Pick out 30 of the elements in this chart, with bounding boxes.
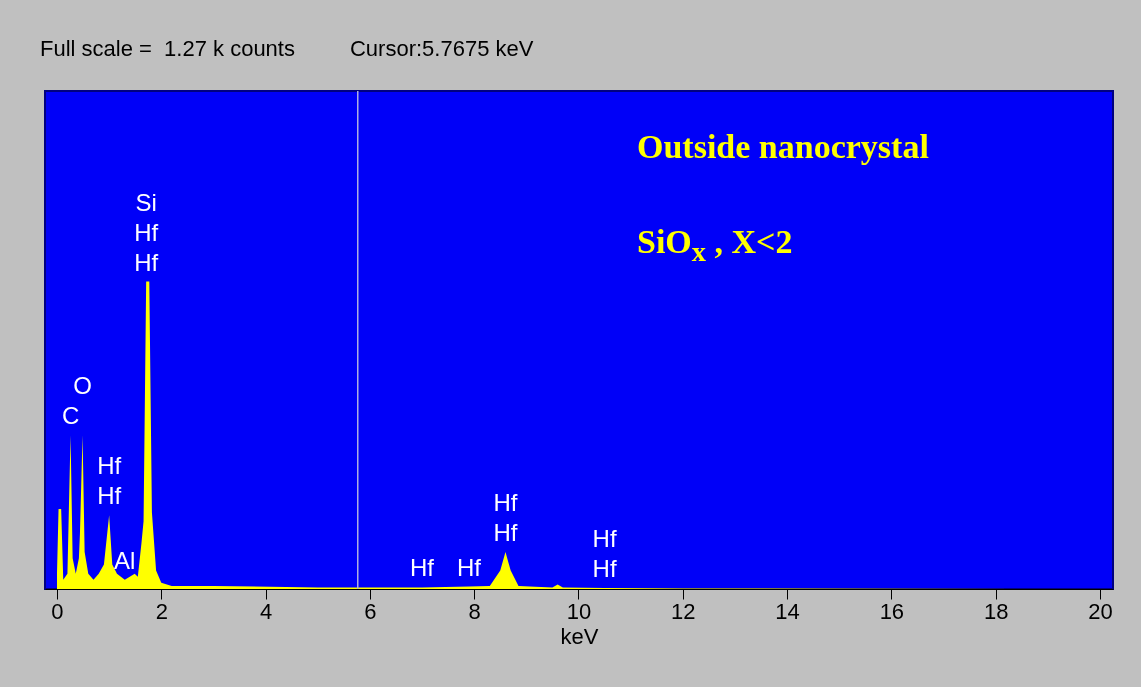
x-tick-label: 0 bbox=[51, 598, 64, 624]
annotation: Si bbox=[135, 188, 157, 216]
annotation: Hf bbox=[134, 218, 159, 246]
x-axis-title: keV bbox=[560, 623, 599, 649]
annotation: Hf bbox=[592, 525, 617, 553]
annotation: Hf bbox=[456, 553, 482, 581]
annotation: Al bbox=[114, 546, 136, 574]
x-tick-label: 16 bbox=[879, 598, 905, 624]
x-tick-label: 4 bbox=[259, 598, 273, 624]
x-tick-label: 2 bbox=[155, 598, 168, 624]
annotation: Hf bbox=[493, 489, 518, 517]
annotation: Hf bbox=[493, 519, 518, 547]
annotation: C bbox=[61, 402, 80, 430]
x-tick-label: 8 bbox=[468, 598, 481, 624]
x-tick-label: 6 bbox=[364, 598, 377, 624]
x-tick-label: 10 bbox=[566, 598, 592, 624]
text: Outside nanocrystal bbox=[637, 128, 929, 166]
annotation: Hf bbox=[97, 482, 122, 510]
x-tick-label: 12 bbox=[671, 598, 696, 624]
annotation: Hf bbox=[592, 555, 617, 583]
x-tick-label: 14 bbox=[775, 598, 800, 624]
annotation: O bbox=[73, 372, 92, 400]
annotation: Hf bbox=[97, 452, 122, 480]
annotation: Hf bbox=[134, 248, 159, 276]
text: Cursor:5.7675 keV bbox=[349, 36, 534, 61]
text: SiO$_{x}$ , X<2 bbox=[637, 223, 793, 268]
x-tick-label: 18 bbox=[983, 598, 1009, 624]
x-tick-label: 20 bbox=[1088, 598, 1113, 624]
text: Full scale = 1.27 k counts bbox=[40, 36, 295, 61]
annotation: Hf bbox=[410, 554, 435, 582]
